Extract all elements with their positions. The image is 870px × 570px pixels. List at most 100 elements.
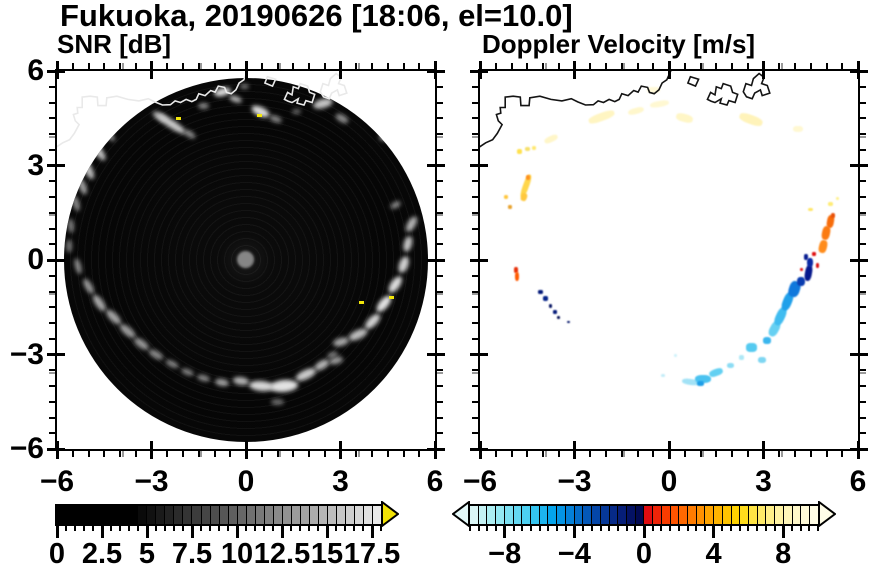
axis-tick [470, 447, 488, 451]
axis-tick [402, 63, 405, 69]
axis-tick [780, 451, 783, 457]
colorbar-tick [254, 526, 256, 531]
velocity-patch [835, 197, 840, 201]
axis-tick [437, 371, 443, 374]
colorbar-tick [781, 526, 785, 538]
axis-tick [437, 196, 443, 198]
axis-tick [197, 63, 200, 69]
colorbar-tick [74, 526, 76, 531]
axis-tick [472, 293, 478, 296]
axis-tick [636, 63, 639, 69]
colorbar-cell [272, 506, 282, 524]
colorbar-cell [290, 506, 300, 524]
velocity-patch [695, 374, 711, 384]
colorbar-tick [669, 526, 672, 531]
colorbar-cell [713, 506, 722, 524]
axis-tick [557, 63, 560, 69]
axis-tick [49, 306, 55, 309]
axis-tick [437, 369, 443, 372]
axis-tick [636, 451, 639, 457]
axis-tick [731, 451, 733, 457]
axis-tick [437, 416, 443, 419]
axis-tick [49, 214, 55, 217]
axis-tick [260, 451, 263, 457]
x-tick-label: −6 [462, 465, 498, 498]
axis-tick [279, 451, 282, 457]
colorbar-tick [790, 526, 793, 531]
colorbar-tick [608, 526, 611, 531]
colorbar-tick [521, 526, 524, 531]
colorbar-tick [92, 526, 94, 531]
axis-tick [860, 274, 866, 277]
colorbar-tick [164, 526, 166, 531]
colorbar-cell [704, 506, 714, 524]
colorbar-tick [495, 526, 498, 531]
axis-tick [778, 451, 781, 457]
axis-tick [437, 322, 443, 324]
colorbar-cell [191, 506, 201, 524]
axis-tick [494, 63, 497, 69]
colorbar-cell [137, 506, 147, 524]
colorbar-tick [703, 526, 706, 531]
colorbar-overflow-arrow [452, 501, 470, 527]
snr-echo-blob [334, 111, 350, 125]
velocity-patch [812, 251, 816, 256]
colorbar-tick [477, 526, 480, 531]
colorbar-cell [660, 506, 670, 524]
axis-tick [472, 135, 478, 138]
velocity-patch [726, 362, 734, 369]
axis-tick [427, 353, 445, 356]
colorbar-tick [529, 526, 532, 531]
colorbar-tick [65, 526, 67, 531]
axis-tick [229, 451, 232, 457]
axis-tick [437, 432, 443, 435]
axis-tick [103, 451, 106, 457]
colorbar-cell [308, 506, 318, 524]
axis-tick [472, 306, 478, 309]
axis-tick [780, 63, 783, 69]
axis-tick [49, 290, 55, 293]
colorbar-overflow-arrow [381, 501, 399, 527]
snr-echo-blob [396, 255, 411, 275]
colorbar-cell [155, 506, 165, 524]
axis-tick [150, 441, 153, 459]
y-tick-label: 3 [27, 148, 44, 182]
colorbar-cell [503, 506, 513, 524]
colorbar-tick [263, 526, 265, 531]
axis-tick [860, 290, 866, 293]
axis-tick [197, 451, 200, 457]
colorbar-tick [469, 526, 471, 531]
axis-tick [544, 63, 547, 69]
axis-tick [702, 63, 705, 69]
axis-tick [276, 63, 279, 69]
colorbar-tick [182, 526, 184, 531]
colorbar-tick [272, 526, 274, 531]
axis-tick [355, 63, 358, 69]
snr-panel [47, 61, 445, 459]
axis-tick [49, 274, 55, 277]
colorbar-cell [182, 506, 192, 524]
axis-tick [860, 148, 866, 151]
colorbar-tick [677, 526, 680, 531]
snr-echo-blob [75, 176, 89, 196]
axis-tick [49, 385, 55, 387]
colorbar-tick [280, 526, 284, 538]
colorbar-tick [353, 526, 355, 531]
snr-echo-blob [326, 349, 339, 360]
colorbar-tick-label: 0 [48, 538, 66, 570]
snr-echo-blob [70, 194, 81, 212]
colorbar-tick-label: 2.5 [81, 538, 123, 570]
axis-tick [119, 451, 121, 457]
axis-tick [433, 441, 437, 459]
axis-tick [47, 164, 65, 167]
axis-tick [860, 135, 866, 138]
axis-tick [510, 451, 513, 457]
axis-tick [49, 432, 55, 435]
snr-echo-blob [164, 358, 180, 370]
axis-tick [47, 69, 65, 73]
snr-echo-blob [377, 128, 398, 143]
colorbar-cell [354, 506, 364, 524]
colorbar-tick [721, 526, 724, 531]
axis-tick [71, 63, 74, 69]
velocity-patch [538, 290, 543, 295]
